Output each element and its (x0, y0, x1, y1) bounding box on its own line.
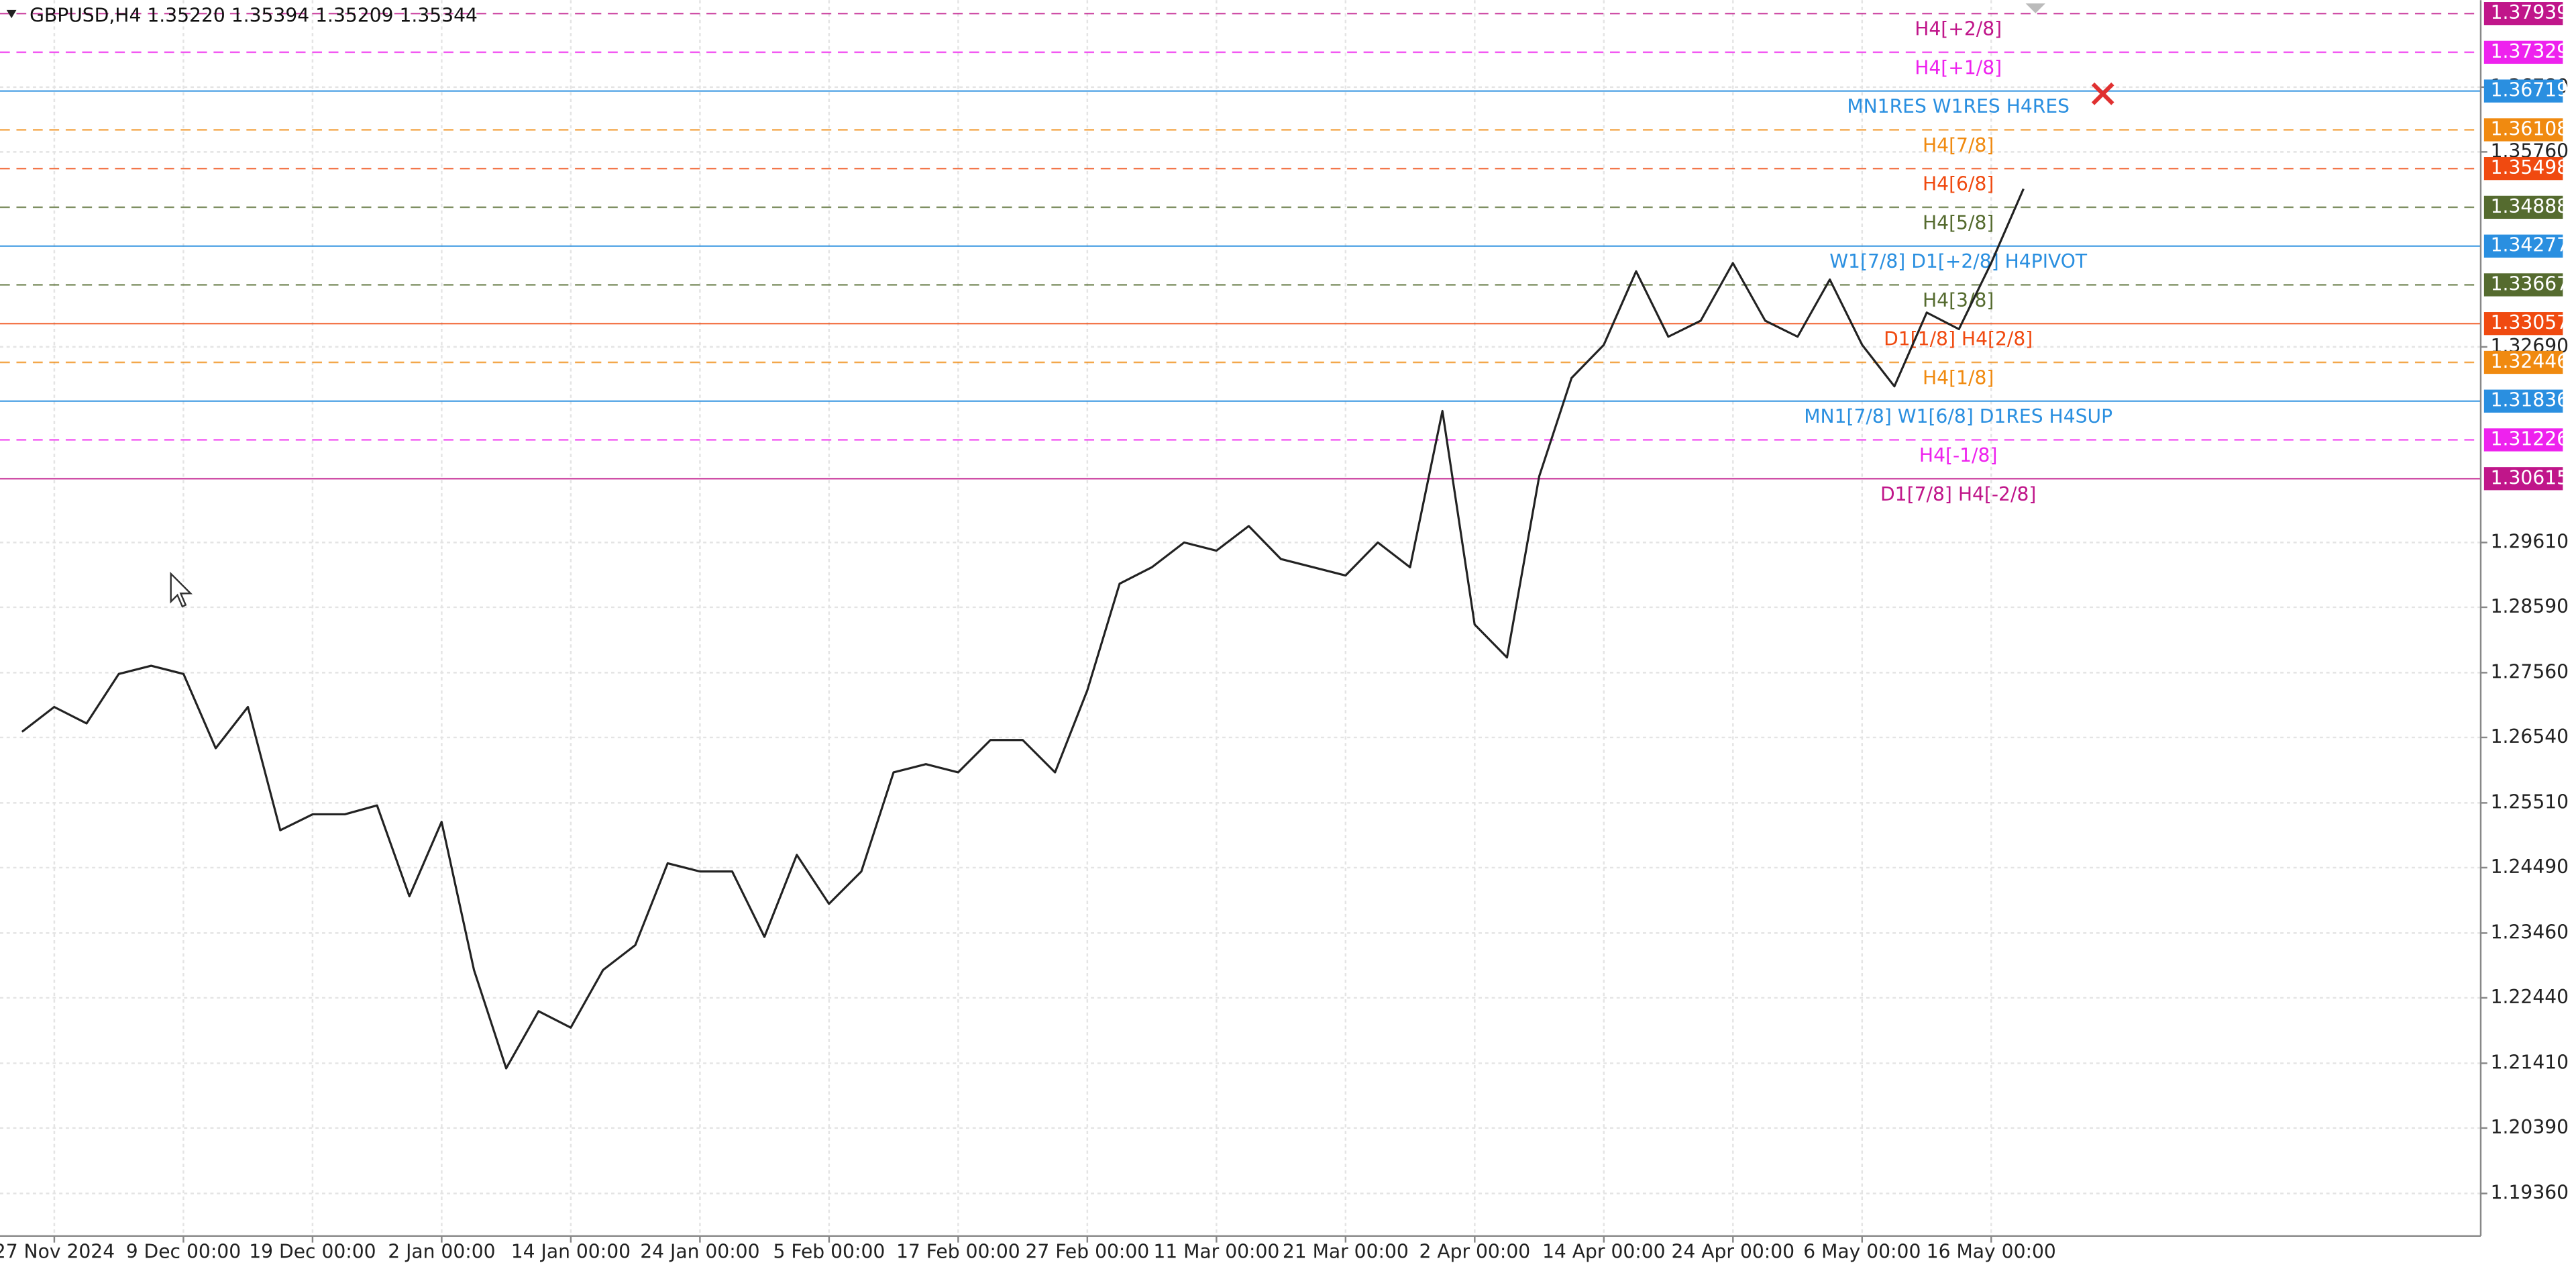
level-tag (2483, 234, 2563, 258)
level-tag-label: 1.31226 (2491, 427, 2569, 450)
level-label: H4[6/8] (1923, 173, 1994, 195)
y-tick-label: 1.27560 (2491, 660, 2569, 682)
level-label: H4[+1/8] (1915, 56, 2002, 79)
x-tick-label: 5 Feb 00:00 (773, 1240, 885, 1262)
y-tick-label: 1.26540 (2491, 725, 2569, 748)
y-tick-label: 1.23460 (2491, 921, 2569, 943)
level-tag-label: 1.36108 (2491, 117, 2569, 140)
level-label: D1[7/8] H4[-2/8] (1880, 483, 2036, 505)
mouse-cursor (170, 571, 193, 608)
level-tag (2483, 273, 2563, 297)
price-line (21, 188, 2025, 1070)
level-tag (2483, 79, 2563, 103)
x-tick-label: 11 Mar 00:00 (1153, 1240, 1279, 1262)
x-tick-label: 21 Mar 00:00 (1283, 1240, 1409, 1262)
x-tick-label: 14 Apr 00:00 (1542, 1240, 1666, 1262)
y-tick-label: 1.21410 (2491, 1051, 2569, 1073)
y-tick-label: 1.24490 (2491, 856, 2569, 878)
level-tag (2483, 195, 2563, 219)
level-label: H4[7/8] (1923, 134, 1994, 156)
x-tick-label: 2 Jan 00:00 (388, 1240, 495, 1262)
level-label: MN1RES W1RES H4RES (1847, 95, 2070, 117)
level-tag (2483, 467, 2563, 491)
x-tick-label: 2 Apr 00:00 (1419, 1240, 1530, 1262)
level-tag-label: 1.37939 (2491, 1, 2569, 23)
x-tick-label: 9 Dec 00:00 (126, 1240, 241, 1262)
levels-layer: H4[+2/8] H4[+1/8] MN1RES W1RES H4RES H4[7/8… (0, 12, 2481, 505)
level-tag-label: 1.34277 (2491, 234, 2569, 256)
level-tag (2483, 350, 2563, 374)
close-icon[interactable] (2091, 82, 2114, 105)
level-label: H4[+2/8] (1915, 18, 2002, 40)
level-label: W1[7/8] D1[+2/8] H4PIVOT (1829, 250, 2088, 272)
level-label: D1[1/8] H4[2/8] (1884, 328, 2033, 350)
x-tick-label: 6 May 00:00 (1803, 1240, 1921, 1262)
chart-title: GBPUSD,H4 1.35220 1.35394 1.35209 1.3534… (30, 5, 478, 27)
level-label: MN1[7/8] W1[6/8] D1RES H4SUP (1804, 405, 2112, 427)
level-tag (2483, 40, 2563, 64)
menu-arrow[interactable] (6, 9, 17, 19)
level-tag (2483, 312, 2563, 336)
y-tick-label: 1.29610 (2491, 530, 2569, 552)
x-tick-label: 27 Feb 00:00 (1025, 1240, 1149, 1262)
y-tick-label: 1.28590 (2491, 595, 2569, 617)
level-tag (2483, 118, 2563, 142)
y-tick-label: 1.19360 (2491, 1181, 2569, 1203)
y-tick-label: 1.25510 (2491, 791, 2569, 813)
grid-layer (0, 0, 2481, 1236)
shift-marker[interactable] (2025, 3, 2045, 13)
level-tag-label: 1.36719 (2491, 79, 2569, 101)
x-tick-label: 24 Apr 00:00 (1672, 1240, 1795, 1262)
level-tag-label: 1.35498 (2491, 156, 2569, 179)
level-label: H4[3/8] (1923, 289, 1994, 311)
x-tick-label: 27 Nov 2024 (0, 1240, 115, 1262)
x-tick-label: 19 Dec 00:00 (249, 1240, 376, 1262)
level-tag-label: 1.37329 (2491, 40, 2569, 62)
level-tag-label: 1.30615 (2491, 466, 2569, 489)
x-tick-label: 16 May 00:00 (1927, 1240, 2056, 1262)
level-label: H4[1/8] (1923, 366, 1994, 389)
y-tick-label: 1.22440 (2491, 986, 2569, 1008)
level-tag (2483, 2, 2563, 26)
x-tick-label: 17 Feb 00:00 (896, 1240, 1020, 1262)
level-tag-label: 1.34888 (2491, 195, 2569, 217)
level-tag (2483, 389, 2563, 413)
level-tag-label: 1.31836 (2491, 389, 2569, 411)
level-tag-label: 1.32446 (2491, 350, 2569, 372)
level-tag-label: 1.33667 (2491, 272, 2569, 295)
level-label: H4[-1/8] (1919, 444, 1998, 466)
x-tick-label: 24 Jan 00:00 (640, 1240, 759, 1262)
level-tag-label: 1.33057 (2491, 311, 2569, 334)
level-label: H4[5/8] (1923, 211, 1994, 234)
price-layer (21, 188, 2025, 1070)
x-tick-label: 14 Jan 00:00 (511, 1240, 631, 1262)
level-tag (2483, 157, 2563, 181)
y-tick-label: 1.20390 (2491, 1116, 2569, 1138)
level-tag (2483, 428, 2563, 452)
